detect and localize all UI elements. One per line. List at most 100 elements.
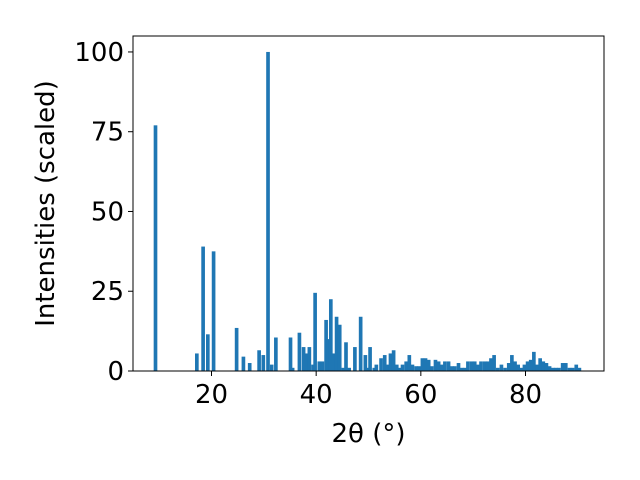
bar [337,324,342,371]
bar [269,364,274,371]
y-tick-label: 25 [91,277,124,307]
bar [492,355,496,371]
bar [525,361,530,371]
bar [414,366,418,371]
bar [516,364,520,371]
bar [365,367,370,371]
bar [385,364,390,371]
plot-frame [132,35,605,372]
bar [353,347,357,371]
bar [472,361,477,371]
bar [449,366,454,371]
bar [453,366,457,371]
bar [206,334,210,371]
bar [290,367,295,371]
bar [404,361,409,371]
bar [332,353,336,371]
bar [567,367,572,371]
x-tick-label: 80 [509,380,542,410]
bar [328,299,333,371]
bar [388,353,393,371]
bar [443,361,447,371]
bar [519,367,524,371]
bar [326,339,331,371]
bar [304,353,309,371]
x-axis-ticks: 20 40 60 80 [195,371,542,410]
bar [535,364,539,371]
bar [297,332,302,371]
bar [407,355,412,371]
bar [456,363,461,371]
y-tick-label: 100 [74,38,124,68]
bar [347,367,351,371]
bar [417,366,422,371]
y-tick-label: 50 [91,197,124,227]
bar [274,337,278,371]
bar [344,342,348,371]
bar [266,51,270,371]
y-axis-ticks: 0 25 50 75 100 [74,38,133,387]
x-tick-label: 20 [195,380,228,410]
bar [320,361,325,371]
bar [394,364,399,371]
bar [510,355,514,371]
y-tick-label: 0 [107,357,124,387]
bar [503,367,507,371]
bar [313,292,317,371]
bar [382,355,387,371]
bar [433,359,438,371]
bar [391,350,396,371]
bar [317,361,322,371]
bar [341,367,346,371]
bar [479,361,483,371]
bar [482,361,487,371]
bar [211,251,216,371]
bar [439,364,444,371]
bar [446,361,451,371]
bar [466,361,470,371]
bar [400,364,405,371]
bar [379,358,383,371]
bar [358,316,363,371]
bar [397,367,402,371]
bar [506,363,511,371]
bar [570,367,575,371]
bar [489,358,493,371]
bar [499,364,504,371]
bar [557,367,561,371]
x-tick-label: 40 [300,380,333,410]
bar [307,347,312,371]
bar [426,359,431,371]
bar [469,361,474,371]
bar [528,359,533,371]
bar [538,358,542,371]
bar [324,319,328,371]
bar [257,350,261,371]
bar [522,364,527,371]
bar [462,367,467,371]
bar [301,347,306,371]
bar [532,351,536,371]
x-tick-label: 60 [404,380,437,410]
bar [541,361,546,371]
y-axis-label: Intensities (scaled) [31,80,61,327]
bar [153,125,158,371]
bar [436,361,441,371]
bar [547,366,552,371]
bar [241,356,246,371]
bar [410,364,415,371]
x-axis-label: 2θ (°) [331,419,405,449]
bar [513,361,517,371]
bar [288,337,293,371]
bar [560,363,565,371]
bar [429,366,434,371]
bar [201,246,205,371]
bar [363,355,368,371]
bar [544,363,549,371]
bar [554,367,558,371]
bar [423,358,428,371]
bar [334,316,339,371]
bar [234,327,239,371]
bar [372,367,377,371]
